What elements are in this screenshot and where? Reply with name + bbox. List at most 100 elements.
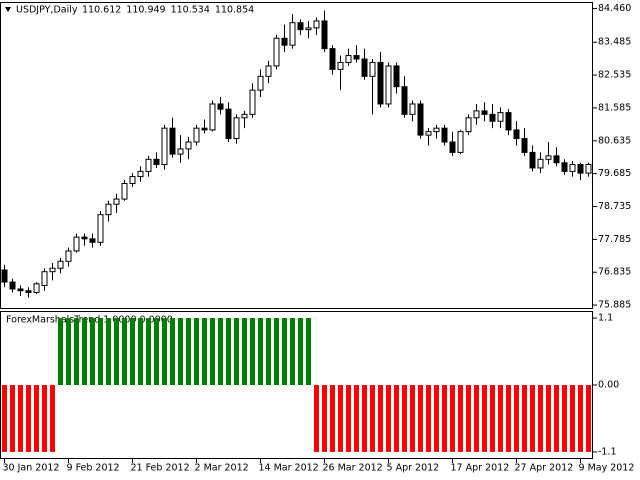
x-tick-label: 17 Apr 2012: [451, 463, 510, 474]
histogram-bar: [538, 385, 543, 452]
histogram-bar: [298, 318, 303, 385]
header-value: 110.949: [126, 5, 165, 16]
candle-body: [49, 267, 56, 273]
histogram-bar: [90, 318, 95, 385]
indicator-label: ForexMarshalsTrend 1.0000 0.0000: [6, 315, 173, 326]
candle-body: [353, 55, 360, 60]
histogram-bar: [146, 318, 151, 385]
histogram-bar: [330, 385, 335, 452]
histogram-bar: [586, 385, 591, 452]
histogram-bar: [474, 385, 479, 452]
histogram-bar: [514, 385, 519, 452]
histogram-bar: [434, 385, 439, 452]
candle-body: [577, 163, 584, 174]
histogram-bar: [226, 318, 231, 385]
histogram-bar: [106, 318, 111, 385]
candle-body: [257, 75, 264, 91]
candle-body: [249, 89, 256, 115]
candle-body: [193, 127, 200, 143]
candle-body: [409, 103, 416, 115]
candle-body: [33, 283, 40, 293]
histogram-bar: [130, 318, 135, 385]
histogram-bar: [450, 385, 455, 452]
candle-body: [161, 127, 168, 165]
candle-body: [225, 108, 232, 140]
y-tick-label: 83.485: [598, 37, 631, 48]
candle-body: [505, 112, 512, 131]
x-tick-label: 5 Apr 2012: [387, 463, 440, 474]
candle-body: [169, 127, 176, 155]
histogram-bar: [306, 318, 311, 385]
histogram-bar: [458, 385, 463, 452]
histogram-bar: [234, 318, 239, 385]
histogram-bar: [194, 318, 199, 385]
x-tick-label: 9 May 2012: [579, 463, 635, 474]
candle-body: [113, 198, 120, 205]
candle-body: [465, 117, 472, 133]
dropdown-arrow: [5, 7, 11, 12]
candle-body: [401, 86, 408, 115]
histogram-bar: [490, 385, 495, 452]
y-tick-label: 81.585: [598, 102, 631, 113]
price-panel: [0, 2, 593, 309]
candle-body: [569, 163, 576, 172]
candle-body: [305, 27, 312, 31]
candle-body: [545, 155, 552, 160]
candle-body: [561, 162, 568, 172]
candle-body: [153, 158, 160, 165]
histogram-bar: [362, 385, 367, 452]
histogram-bar: [154, 318, 159, 385]
histogram-bar: [482, 385, 487, 452]
candle-body: [233, 117, 240, 140]
histogram-bar: [58, 318, 63, 385]
histogram-bar: [394, 385, 399, 452]
candle-body: [537, 158, 544, 169]
y-tick-label: -1.1: [598, 446, 617, 457]
candle-body: [273, 37, 280, 67]
histogram-bar: [466, 385, 471, 452]
histogram-bar: [338, 385, 343, 452]
x-tick-label: 27 Apr 2012: [515, 463, 574, 474]
symbol-label: USDJPY,Daily: [16, 5, 78, 16]
candle-body: [433, 127, 440, 133]
candle-body: [489, 113, 496, 122]
candle-body: [97, 214, 104, 243]
candle-body: [1, 269, 8, 283]
y-tick-label: 75.885: [598, 300, 631, 311]
histogram-bar: [282, 318, 287, 385]
histogram-bar: [554, 385, 559, 452]
histogram-bar: [370, 385, 375, 452]
histogram-bar: [66, 318, 71, 385]
candle-body: [585, 163, 592, 174]
candle-body: [417, 103, 424, 136]
y-tick-label: 78.735: [598, 201, 631, 212]
candle-body: [313, 20, 320, 29]
candle-body: [137, 170, 144, 178]
histogram-bar: [402, 385, 407, 452]
y-tick-label: 79.685: [598, 168, 631, 179]
header-value: 110.854: [215, 5, 254, 16]
candle-body: [337, 61, 344, 70]
histogram-bar: [258, 318, 263, 385]
indicator-panel: [0, 311, 593, 459]
candle-body: [17, 288, 24, 292]
histogram-bar: [122, 318, 127, 385]
x-tick-label: 30 Jan 2012: [3, 463, 60, 474]
candle-body: [185, 141, 192, 150]
histogram-bar: [522, 385, 527, 452]
candle-body: [441, 127, 448, 143]
histogram-bar: [562, 385, 567, 452]
histogram-bar: [506, 385, 511, 452]
histogram-bar: [386, 385, 391, 452]
candle-body: [73, 236, 80, 252]
histogram-bar: [418, 385, 423, 452]
histogram-bar: [530, 385, 535, 452]
candle-body: [81, 236, 88, 240]
candle-body: [361, 58, 368, 77]
candle-body: [145, 158, 152, 172]
candle-body: [289, 22, 296, 46]
histogram-bar: [498, 385, 503, 452]
candle-body: [297, 22, 304, 31]
